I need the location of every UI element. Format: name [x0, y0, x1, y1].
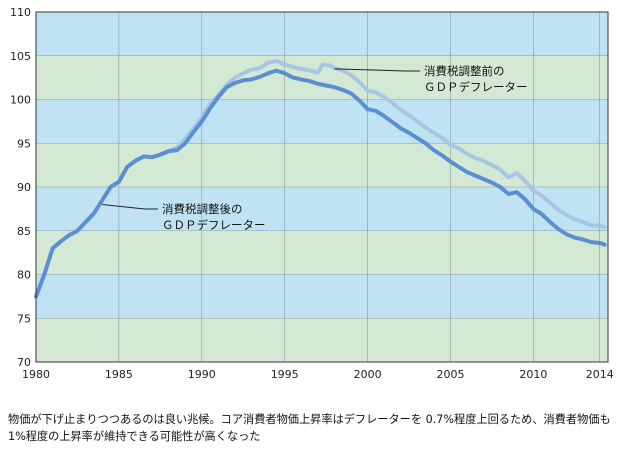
series-lines [34, 59, 607, 299]
y-tick-label: 110 [10, 6, 31, 19]
plot-frame [35, 11, 609, 363]
y-tick-label: 80 [17, 269, 31, 282]
x-tick-label: 2005 [436, 368, 464, 381]
annotation-label-line1: 消費税調整前の [424, 64, 505, 78]
x-tick-label: 2014 [586, 368, 614, 381]
annotation-label-line1: 消費税調整後の [162, 202, 243, 216]
y-tick-label: 85 [17, 225, 31, 238]
x-tick-label: 2010 [519, 368, 547, 381]
x-tick-label: 1995 [271, 368, 299, 381]
annotation-label-line2: ＧＤＰデフレーター [424, 80, 528, 94]
y-tick-label: 90 [17, 181, 31, 194]
y-tick-label: 95 [17, 137, 31, 150]
y-tick-label: 105 [10, 50, 31, 63]
y-tick-label: 100 [10, 94, 31, 107]
x-axis-ticks: 1980 1985 1990 1995 2000 2005 2010 2014 [22, 368, 614, 381]
series-line-after-tax-adjustment [34, 68, 607, 299]
x-tick-label: 1990 [188, 368, 216, 381]
background-band [36, 99, 608, 144]
caption-text: 物価が下げ止まりつつあるのは良い兆候。コア消費者物価上昇率はデフレーターを 0.… [8, 413, 611, 443]
annotation-leader-line [334, 68, 420, 72]
background-band [36, 318, 608, 362]
y-tick-label: 75 [17, 312, 31, 325]
x-tick-label: 2000 [354, 368, 382, 381]
y-tick-label: 70 [17, 356, 31, 369]
background-band [36, 12, 608, 56]
background-band [36, 230, 608, 275]
annotation-leader-line [102, 204, 158, 210]
background-band [36, 274, 608, 319]
x-tick-label: 1985 [105, 368, 133, 381]
y-axis-ticks: 70 75 80 85 90 95 100 105 110 [10, 6, 31, 369]
background-band [36, 187, 608, 231]
x-tick-label: 1980 [22, 368, 50, 381]
annotation-label-line2: ＧＤＰデフレーター [162, 218, 266, 232]
